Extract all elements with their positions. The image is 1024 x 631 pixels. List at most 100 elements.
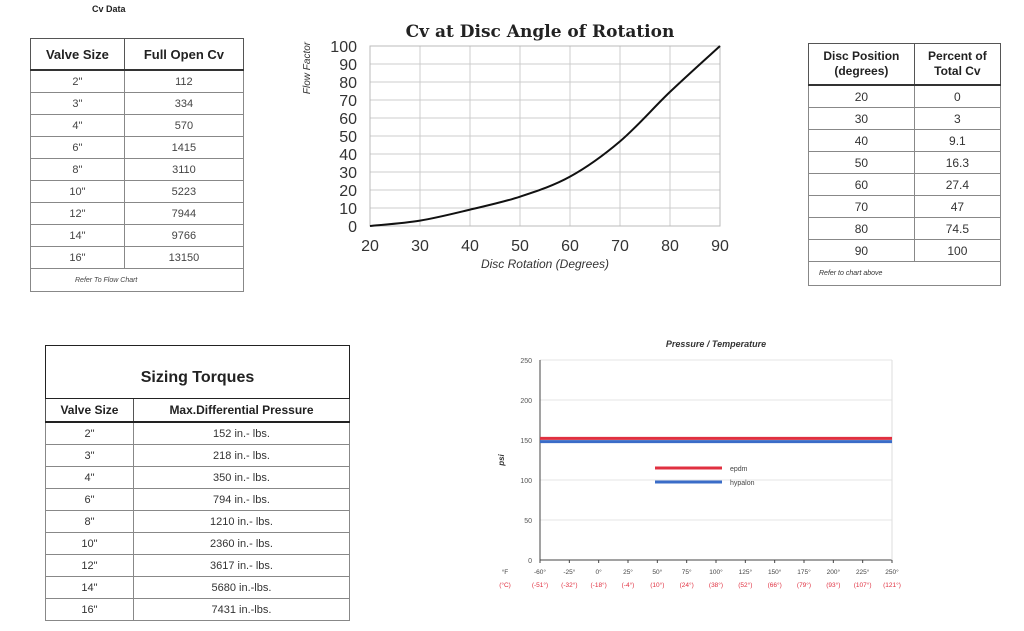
disc-position-cell: 40 [808, 129, 915, 152]
table-row: 50 16.3 [808, 151, 1002, 174]
x-tick-label: 90 [711, 238, 729, 255]
cv-data-cell: 16" [30, 246, 125, 269]
y-tick-label: 250 [520, 358, 532, 365]
table-row: 2" 112 [30, 69, 245, 93]
x-tick-label-c: (-51°) [532, 581, 548, 589]
cv-data-cell: 570 [123, 114, 245, 137]
table-row: 60 27.4 [808, 173, 1002, 196]
x-tick-label-f: -60° [534, 568, 546, 576]
disc-position-cell: 70 [808, 195, 915, 218]
cv-data-cell: 112 [123, 69, 245, 93]
sizing-torques-cell: 2" [45, 421, 134, 445]
x-tick-label-c: (24°) [680, 581, 694, 589]
table-row: 3" 334 [30, 92, 245, 115]
disc-position-cell: 50 [808, 151, 915, 174]
disc-position-cell: 90 [808, 239, 915, 262]
disc-position-cell: 47 [913, 195, 1002, 218]
y-tick-label: 100 [520, 478, 532, 485]
y-axis-label: psi [497, 453, 506, 466]
x-tick-label-c: (-32°) [561, 581, 577, 589]
table-row: 3" 218 in.- lbs. [45, 444, 351, 467]
table-row: 2" 152 in.- lbs. [45, 421, 351, 445]
cv-data-header: Valve Size [30, 38, 125, 71]
table-row: 40 9.1 [808, 129, 1002, 152]
x-tick-label-c: (121°) [883, 581, 901, 589]
x-tick-label-f: 0° [596, 568, 603, 576]
cv-data-note: Refer To Flow Chart [30, 268, 244, 292]
table-row: 10" 5223 [30, 180, 245, 203]
x-tick-label-f: 225° [856, 568, 870, 576]
table-row: 8" 1210 in.- lbs. [45, 510, 351, 533]
cv-data-cell: 13150 [123, 246, 245, 269]
sizing-torques-cell: 14" [45, 576, 134, 599]
sizing-torques-cell: 7431 in.-lbs. [132, 598, 351, 621]
x-tick-label-c: (52°) [738, 581, 752, 589]
x-tick-label-c: (10°) [650, 581, 664, 589]
disc-position-cell: 100 [913, 239, 1002, 262]
table-row: 90 100 [808, 239, 1002, 262]
cv-data-cell: 8" [30, 158, 125, 181]
y-tick-label: 90 [339, 57, 357, 74]
cv-series-line [369, 45, 721, 227]
disc-position-cell: 74.5 [913, 217, 1002, 240]
x-tick-label-c: (-4°) [622, 581, 635, 589]
cv-data-cell: 10" [30, 180, 125, 203]
cv-data-cell: 7944 [123, 202, 245, 225]
table-row: 14" 5680 in.-lbs. [45, 576, 351, 599]
sizing-torques-header: Valve Size [45, 398, 134, 423]
x-tick-label-c: (°C) [499, 581, 511, 589]
y-tick-label: 20 [339, 183, 357, 200]
x-tick-label-c: (38°) [709, 581, 723, 589]
disc-position-header: Disc Position (degrees) [808, 43, 915, 86]
table-row: 30 3 [808, 107, 1002, 130]
disc-position-note: Refer to chart above [808, 261, 1001, 286]
table-row: 70 47 [808, 195, 1002, 218]
y-tick-label: 80 [339, 75, 357, 92]
cv-data-cell: 5223 [123, 180, 245, 203]
table-row: 16" 7431 in.-lbs. [45, 598, 351, 621]
cv-data-header: Full Open Cv [123, 38, 245, 71]
x-tick-label-c: (66°) [768, 581, 782, 589]
table-row: 6" 1415 [30, 136, 245, 159]
cv-data-cell: 3" [30, 92, 125, 115]
sizing-torques-cell: 152 in.- lbs. [132, 421, 351, 445]
sizing-torques-cell: 3617 in.- lbs. [132, 554, 351, 577]
table-row: 12" 7944 [30, 202, 245, 225]
x-tick-label-f: -25° [563, 568, 575, 576]
cv-data-cell: 334 [123, 92, 245, 115]
cv-data-cell: 3110 [123, 158, 245, 181]
x-tick-label-f: 150° [768, 568, 782, 576]
y-tick-label: 30 [339, 165, 357, 182]
x-tick-label-f: °F [502, 568, 509, 576]
sizing-torques-title: Sizing Torques [45, 345, 350, 399]
legend-label: hypalon [730, 480, 755, 487]
y-tick-label: 50 [524, 518, 532, 525]
disc-position-cell: 60 [808, 173, 915, 196]
disc-position-table: Disc Position (degrees) Percent of Total … [808, 43, 1002, 286]
cv-data-cell: 9766 [123, 224, 245, 247]
x-tick-label: 30 [411, 238, 429, 255]
table-row: 4" 350 in.- lbs. [45, 466, 351, 489]
x-tick-label-c: (79°) [797, 581, 811, 589]
disc-position-cell: 16.3 [913, 151, 1002, 174]
y-tick-label: 200 [520, 398, 532, 405]
x-tick-label-f: 125° [739, 568, 753, 576]
y-tick-label: 40 [339, 147, 357, 164]
x-tick-label-f: 25° [623, 568, 633, 576]
sizing-torques-cell: 12" [45, 554, 134, 577]
y-tick-label: 60 [339, 111, 357, 128]
x-tick-label: 60 [561, 238, 579, 255]
y-tick-label: 150 [520, 438, 532, 445]
sizing-torques-cell: 5680 in.-lbs. [132, 576, 351, 599]
table-row: Refer to chart above [808, 261, 1001, 286]
table-row: 4" 570 [30, 114, 245, 137]
y-tick-label: 0 [348, 219, 357, 236]
sizing-torques-cell: 3" [45, 444, 134, 467]
legend-label: epdm [730, 466, 748, 473]
sizing-torques-cell: 2360 in.- lbs. [132, 532, 351, 555]
sizing-torques-cell: 16" [45, 598, 134, 621]
plot-frame [369, 45, 721, 227]
disc-position-cell: 80 [808, 217, 915, 240]
sizing-torques-cell: 350 in.- lbs. [132, 466, 351, 489]
x-tick-label-f: 200° [827, 568, 841, 576]
